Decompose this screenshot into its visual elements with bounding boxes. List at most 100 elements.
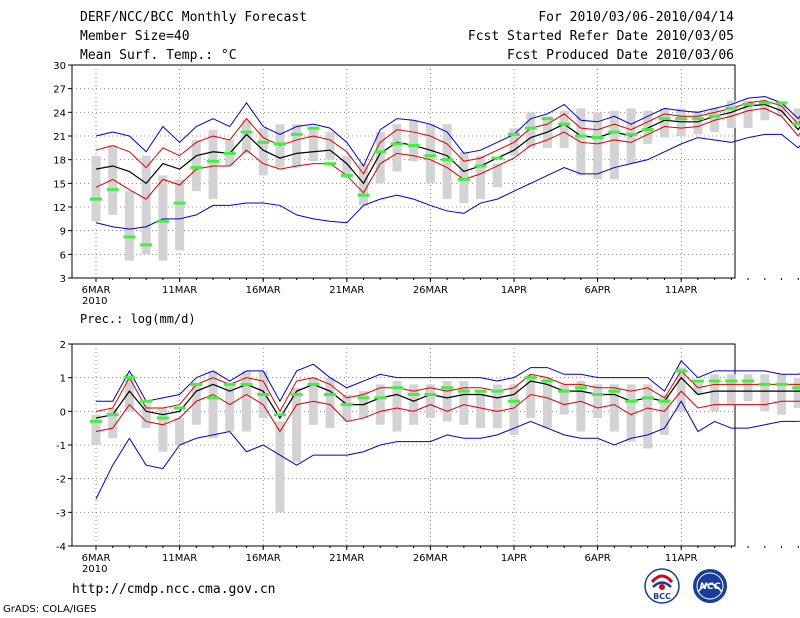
ensemble-box xyxy=(542,377,552,429)
ensemble-median-mark xyxy=(90,197,102,201)
ensemble-box xyxy=(91,414,101,445)
ensemble-median-mark xyxy=(374,396,387,400)
ensemble-box xyxy=(559,384,569,415)
ensemble-box xyxy=(442,124,452,200)
x-tick-label: 6APR xyxy=(585,553,611,564)
ensemble-box xyxy=(141,404,151,429)
forecast-period: For 2010/03/06-2010/04/14 xyxy=(538,10,734,25)
ensemble-median-mark xyxy=(407,143,420,147)
ensemble-box xyxy=(526,112,536,148)
ensemble-box xyxy=(359,163,369,206)
x-tick-label: 6APR xyxy=(585,285,611,296)
ensemble-mean-line xyxy=(95,103,800,185)
ensemble-median-mark xyxy=(742,379,755,383)
ensemble-median-mark xyxy=(708,379,721,383)
bcc-logo-text: BCC xyxy=(653,592,671,601)
ensemble-median-mark xyxy=(658,399,671,403)
ncc-logo-text: NCC xyxy=(700,582,721,592)
ensemble-median-mark xyxy=(357,396,370,400)
ensemble-median-mark xyxy=(524,376,537,380)
ensemble-median-mark xyxy=(508,132,520,136)
y-tick-label: 27 xyxy=(53,85,66,96)
ensemble-box xyxy=(191,139,201,192)
ensemble-box xyxy=(325,377,335,429)
ensemble-median-mark xyxy=(324,162,337,166)
spread-lower-line xyxy=(95,390,800,433)
ensemble-median-mark xyxy=(524,126,537,130)
ensemble-median-mark xyxy=(390,386,403,390)
ensemble-box xyxy=(392,124,402,172)
plot-frame xyxy=(71,64,736,279)
ensemble-median-mark xyxy=(742,102,755,106)
ensemble-median-mark xyxy=(491,156,504,160)
ensemble-box xyxy=(375,132,385,184)
ensemble-median-mark xyxy=(658,117,671,121)
ensemble-box xyxy=(208,129,218,200)
ensemble-box xyxy=(141,155,151,255)
ensemble-median-mark xyxy=(374,150,387,154)
ensemble-box xyxy=(342,155,352,178)
forecast-produced-date: Fcst Produced Date 2010/03/06 xyxy=(507,48,734,63)
ensemble-box xyxy=(108,145,118,215)
ensemble-median-mark xyxy=(591,393,604,396)
ensemble-median-mark xyxy=(691,117,704,121)
ensemble-median-mark xyxy=(474,389,487,393)
ensemble-median-mark xyxy=(257,393,270,396)
ensemble-median-mark xyxy=(190,382,203,386)
x-tick-label: 26MAR xyxy=(413,553,448,564)
x-tick-label: 6MAR xyxy=(82,553,111,564)
ensemble-box xyxy=(777,102,787,117)
y-tick-label: 2 xyxy=(60,340,66,351)
ensemble-box xyxy=(91,155,101,222)
precipitation-panel-title: Prec.: log(mm/d) xyxy=(80,312,196,326)
y-tick-label: 0 xyxy=(60,407,66,418)
ensemble-box xyxy=(476,391,486,429)
ensemble-box xyxy=(576,381,586,432)
ensemble-box xyxy=(425,384,435,419)
ensemble-median-mark xyxy=(90,419,102,423)
ensemble-box xyxy=(191,384,201,425)
ensemble-median-mark xyxy=(340,173,353,177)
ensemble-box xyxy=(643,110,653,144)
ensemble-box xyxy=(593,112,603,180)
x-tick-label: 1APR xyxy=(501,553,527,564)
x-tick-label: 16MAR xyxy=(246,285,281,296)
ensemble-median-mark xyxy=(725,379,738,383)
ensemble-median-mark xyxy=(106,188,119,192)
ensemble-median-mark xyxy=(625,399,638,403)
x-tick-label: 11MAR xyxy=(162,285,197,296)
ensemble-median-mark xyxy=(407,393,420,396)
ensemble-median-mark xyxy=(307,382,320,386)
ensemble-median-mark xyxy=(240,130,253,134)
ensemble-median-mark xyxy=(792,386,800,390)
y-tick-label: 3 xyxy=(60,274,66,285)
ensemble-median-mark xyxy=(324,393,337,396)
ensemble-box xyxy=(726,374,736,405)
ensemble-median-mark xyxy=(257,140,270,144)
ensemble-median-mark xyxy=(758,382,771,386)
ensemble-box xyxy=(492,163,502,188)
source-url[interactable]: http://cmdp.ncc.cma.gov.cn xyxy=(72,582,276,597)
x-tick-label: 6MAR xyxy=(82,285,111,296)
ensemble-median-mark xyxy=(390,142,403,146)
ensemble-median-mark xyxy=(474,164,487,168)
ensemble-median-mark xyxy=(156,219,169,223)
ensemble-median-mark xyxy=(290,393,303,396)
ensemble-median-mark xyxy=(273,142,286,146)
ensemble-box xyxy=(175,418,185,445)
x-tick-label: 16MAR xyxy=(246,553,281,564)
ensemble-median-mark xyxy=(541,117,554,121)
forecast-started-date: Fcst Started Refer Date 2010/03/05 xyxy=(467,29,734,44)
ensemble-box xyxy=(476,155,486,200)
ensemble-median-mark xyxy=(574,386,587,390)
ensemble-median-mark xyxy=(491,389,504,393)
ensemble-max-line xyxy=(95,96,800,167)
ensemble-box xyxy=(124,191,134,261)
y-tick-label: 30 xyxy=(53,61,66,72)
ensemble-median-mark xyxy=(223,382,236,386)
ensemble-box xyxy=(710,374,720,412)
ensemble-box xyxy=(659,108,669,138)
ensemble-box xyxy=(659,394,669,435)
y-tick-label: 21 xyxy=(53,132,66,143)
ensemble-median-mark xyxy=(775,101,788,105)
